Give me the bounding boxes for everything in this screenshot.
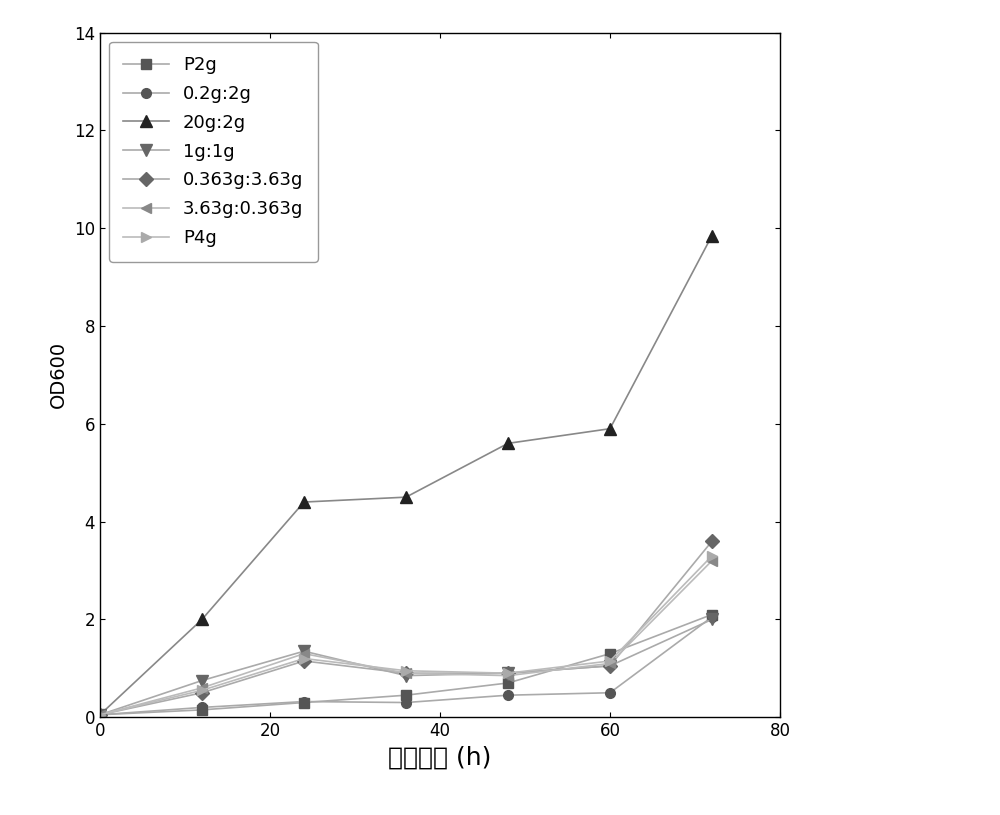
0.2g:2g (400, 698, 412, 707)
P4g (196, 685, 208, 695)
3.63g:0.363g (604, 659, 616, 668)
20g:2g (706, 231, 718, 240)
1g:1g (298, 646, 310, 656)
20g:2g (502, 438, 514, 448)
Line: P2g: P2g (95, 610, 717, 720)
P2g (400, 690, 412, 700)
3.63g:0.363g (298, 649, 310, 659)
Line: 3.63g:0.363g: 3.63g:0.363g (95, 556, 717, 720)
0.363g:3.63g (94, 710, 106, 720)
Line: 0.363g:3.63g: 0.363g:3.63g (95, 536, 717, 720)
P4g (400, 666, 412, 676)
Line: 1g:1g: 1g:1g (94, 614, 718, 720)
0.363g:3.63g (298, 656, 310, 666)
0.363g:3.63g (196, 688, 208, 698)
1g:1g (400, 671, 412, 681)
Line: P4g: P4g (95, 551, 717, 720)
P4g (706, 551, 718, 561)
20g:2g (196, 615, 208, 624)
Y-axis label: OD600: OD600 (49, 341, 68, 408)
3.63g:0.363g (400, 668, 412, 678)
1g:1g (196, 676, 208, 685)
Line: 0.2g:2g: 0.2g:2g (95, 612, 717, 720)
0.2g:2g (196, 703, 208, 712)
P2g (604, 649, 616, 659)
3.63g:0.363g (94, 710, 106, 720)
P4g (604, 656, 616, 666)
P2g (298, 698, 310, 707)
1g:1g (604, 661, 616, 671)
0.2g:2g (604, 688, 616, 698)
P2g (94, 710, 106, 720)
1g:1g (502, 668, 514, 678)
Line: 20g:2g: 20g:2g (94, 230, 718, 720)
X-axis label: 发酵时间 (h): 发酵时间 (h) (388, 746, 492, 769)
0.2g:2g (706, 612, 718, 622)
3.63g:0.363g (502, 671, 514, 681)
20g:2g (400, 492, 412, 502)
P2g (706, 610, 718, 619)
0.2g:2g (94, 710, 106, 720)
3.63g:0.363g (706, 556, 718, 566)
20g:2g (94, 710, 106, 720)
0.363g:3.63g (706, 536, 718, 546)
0.363g:3.63g (502, 668, 514, 678)
0.2g:2g (502, 690, 514, 700)
0.363g:3.63g (604, 661, 616, 671)
0.2g:2g (298, 697, 310, 707)
20g:2g (298, 497, 310, 507)
P2g (502, 678, 514, 688)
P4g (298, 654, 310, 663)
P2g (196, 705, 208, 715)
0.363g:3.63g (400, 668, 412, 678)
P4g (94, 710, 106, 720)
3.63g:0.363g (196, 683, 208, 693)
1g:1g (706, 615, 718, 624)
20g:2g (604, 424, 616, 434)
P4g (502, 668, 514, 678)
Legend: P2g, 0.2g:2g, 20g:2g, 1g:1g, 0.363g:3.63g, 3.63g:0.363g, P4g: P2g, 0.2g:2g, 20g:2g, 1g:1g, 0.363g:3.63… (109, 42, 318, 262)
1g:1g (94, 710, 106, 720)
